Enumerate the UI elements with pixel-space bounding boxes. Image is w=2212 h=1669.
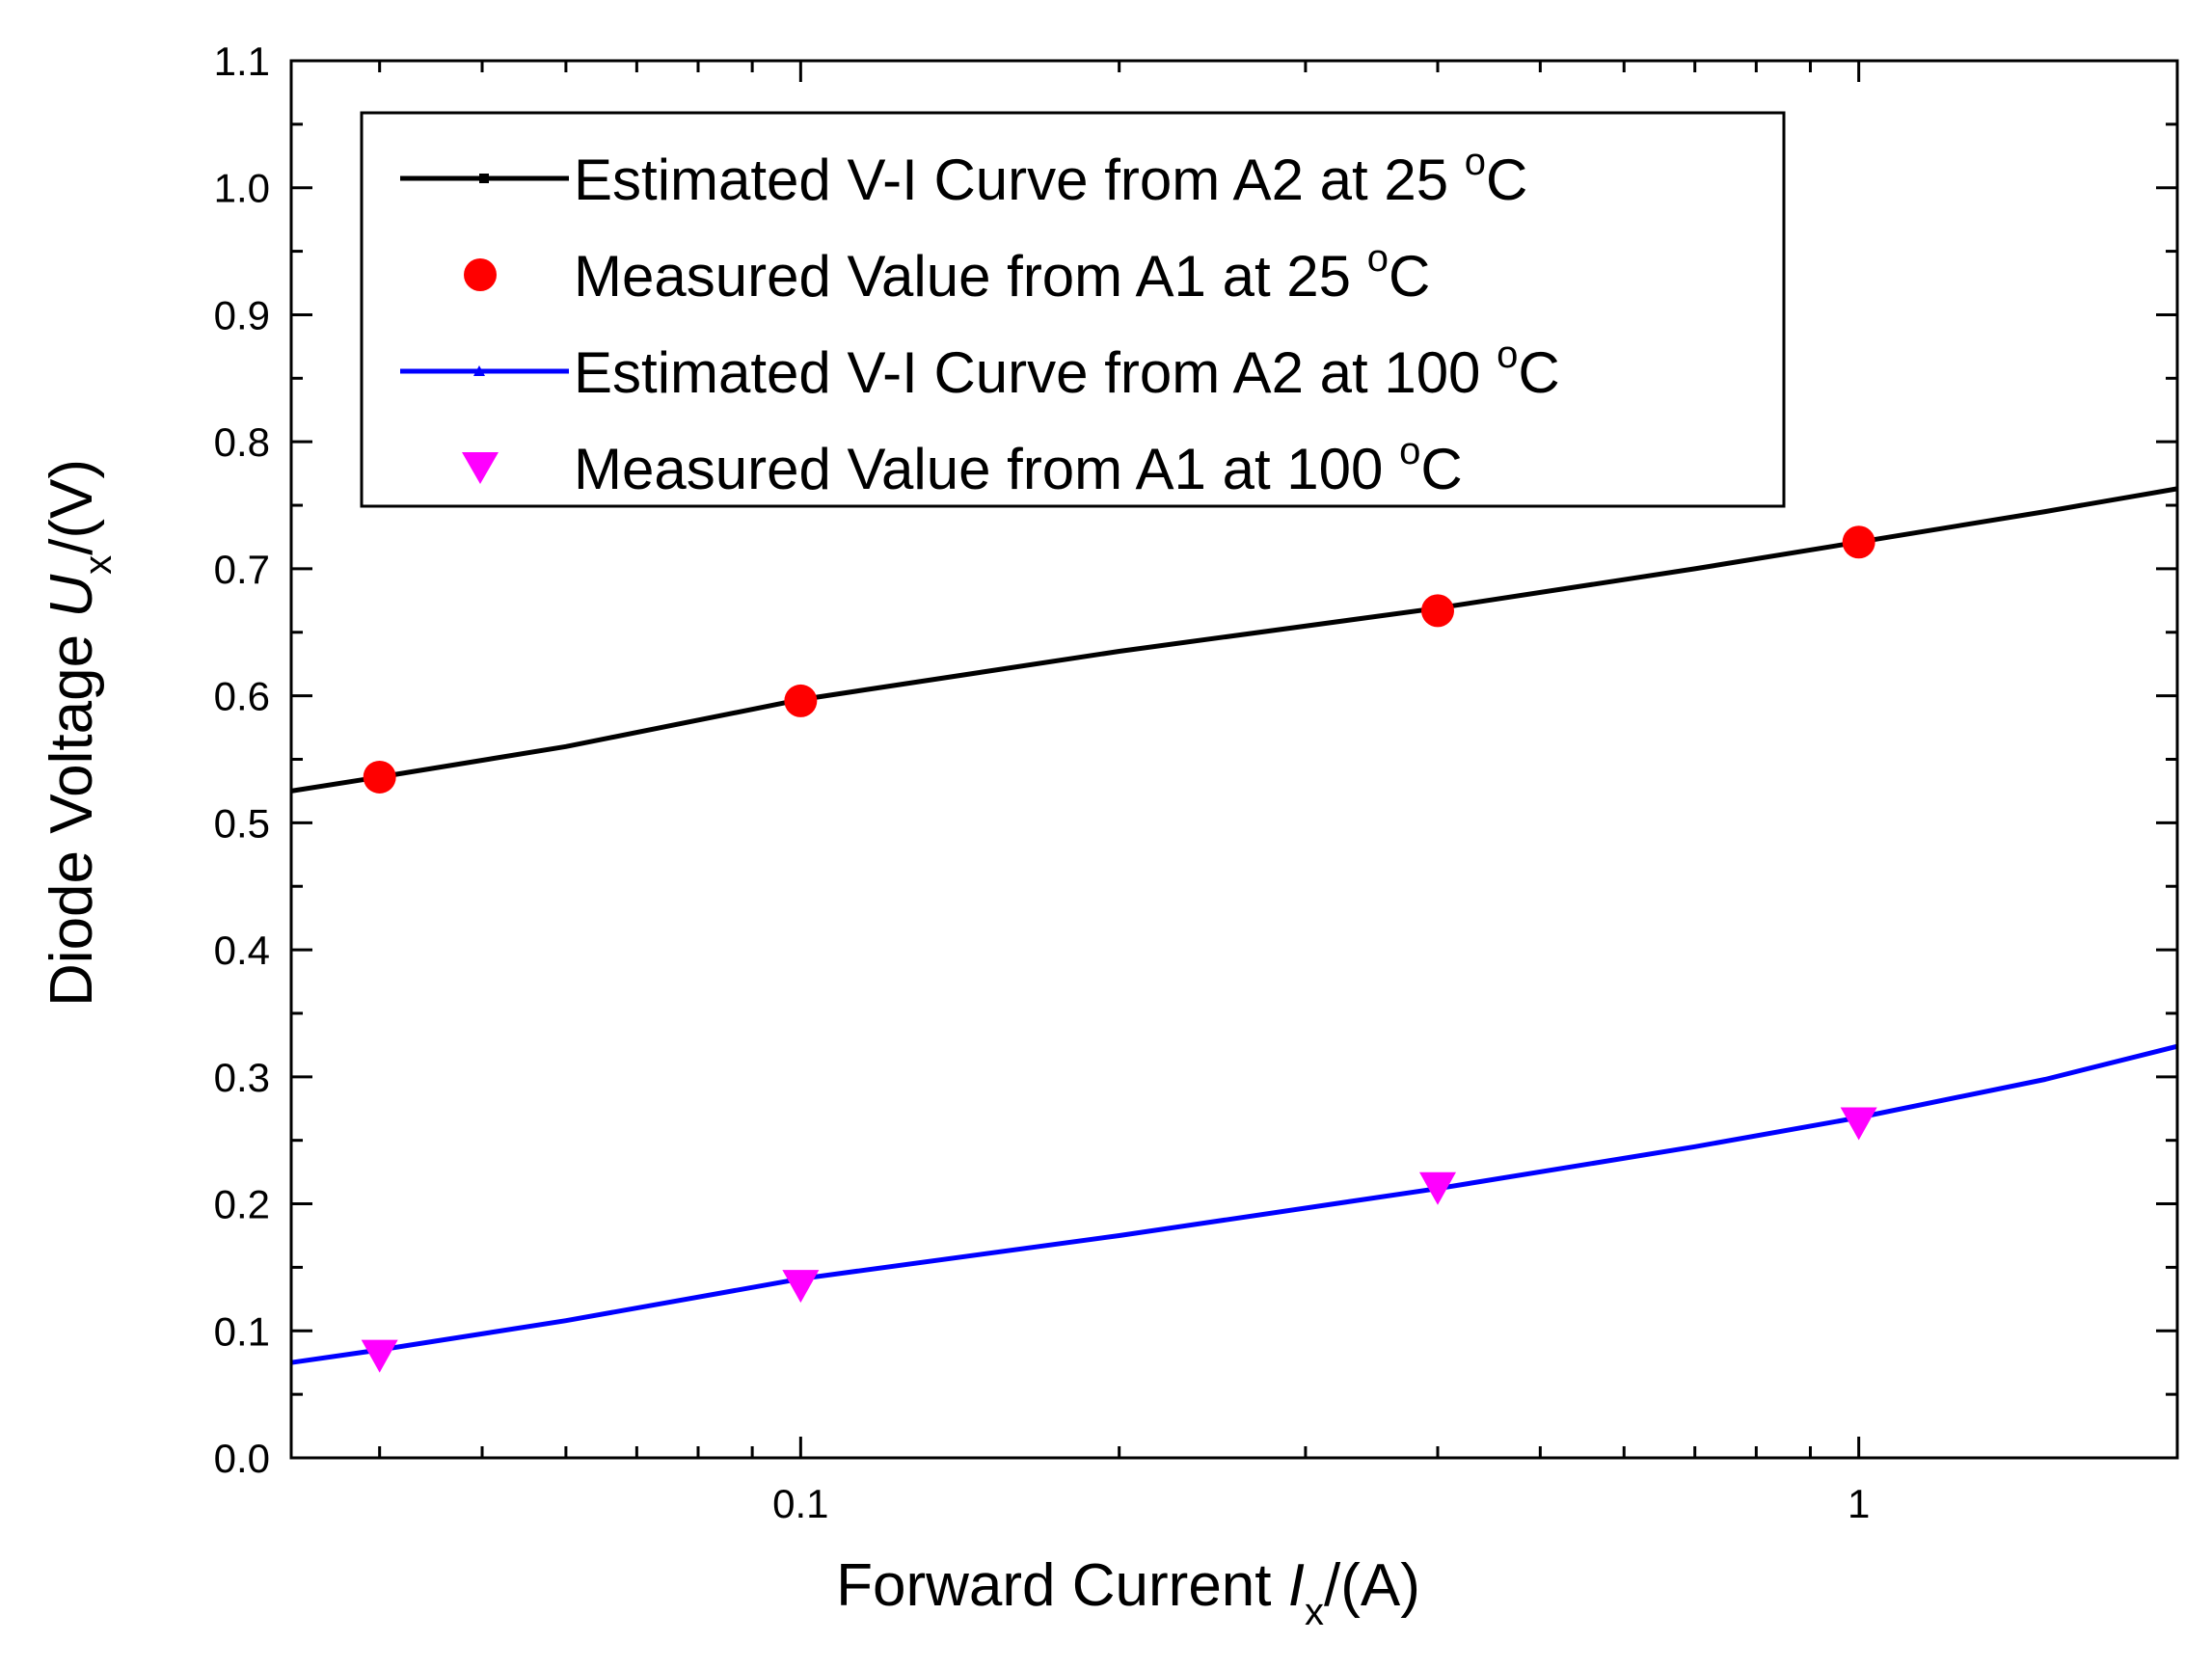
- legend-magenta-triangle-marker: [462, 452, 499, 484]
- y-tick-label: 0.0: [214, 1436, 270, 1481]
- legend-label: Measured Value from A1 at 100 oC: [574, 430, 1463, 501]
- series-line-0: [290, 486, 2178, 794]
- y-tick-label: 0.9: [214, 292, 270, 337]
- y-tick-label: 0.8: [214, 419, 270, 465]
- data-point-triangle: [1419, 1171, 1457, 1205]
- x-tick-label: 1: [1848, 1481, 1870, 1526]
- y-tick-label: 0.5: [214, 800, 270, 846]
- y-tick-label: 0.6: [214, 674, 270, 719]
- data-point-circle: [784, 684, 818, 717]
- legend-label: Measured Value from A1 at 25 oC: [574, 237, 1430, 309]
- y-tick-label: 0.1: [214, 1308, 270, 1354]
- legend-red-circle-marker: [464, 258, 497, 291]
- tick-marks: [291, 59, 2179, 1460]
- legend-label: Estimated V-I Curve from A2 at 100 oC: [574, 334, 1560, 405]
- data-point-triangle: [1840, 1107, 1877, 1141]
- legend-entry-magenta-triangle: Measured Value from A1 at 100 oC: [462, 430, 1463, 501]
- y-tick-label: 0.3: [214, 1055, 270, 1100]
- y-tick-label: 1.1: [214, 39, 270, 84]
- y-tick-label: 0.7: [214, 547, 270, 592]
- data-point-circle: [363, 760, 396, 794]
- legend-blue-line-marker: [473, 365, 485, 376]
- legend-entry-red-circle: Measured Value from A1 at 25 oC: [464, 237, 1430, 309]
- data-point-circle: [1842, 525, 1875, 559]
- data-point-triangle: [782, 1270, 820, 1304]
- x-axis-title: Forward Current Ix/(A): [836, 1552, 1420, 1633]
- data-point-triangle: [361, 1339, 398, 1373]
- y-tick-label: 0.2: [214, 1182, 270, 1227]
- plot-frame: [289, 59, 2179, 1460]
- legend-entry-blue-line: Estimated V-I Curve from A2 at 100 oC: [400, 334, 1560, 405]
- data-point-circle: [1421, 594, 1455, 628]
- y-tick-label: 1.0: [214, 166, 270, 211]
- series-line-2: [290, 1043, 2178, 1365]
- x-tick-label: 0.1: [772, 1481, 828, 1526]
- plot-series: [290, 486, 2178, 1373]
- y-axis-title: Diode Voltage Ux/(V): [39, 459, 120, 1007]
- y-tick-label: 0.4: [214, 928, 270, 973]
- tick-labels: 0.0 0.1 0.2 0.3 0.4 0.5 0.6 0.7 0.8 0.9 1.0 1.1 0.1 1: [214, 39, 1871, 1526]
- legend: Estimated V-I Curve from A2 at 25 oC Mea…: [360, 111, 1786, 508]
- legend-black-line-marker: [479, 174, 489, 183]
- legend-label: Estimated V-I Curve from A2 at 25 oC: [574, 141, 1527, 212]
- legend-box: [360, 111, 1786, 508]
- legend-entry-black-line: Estimated V-I Curve from A2 at 25 oC: [400, 141, 1527, 212]
